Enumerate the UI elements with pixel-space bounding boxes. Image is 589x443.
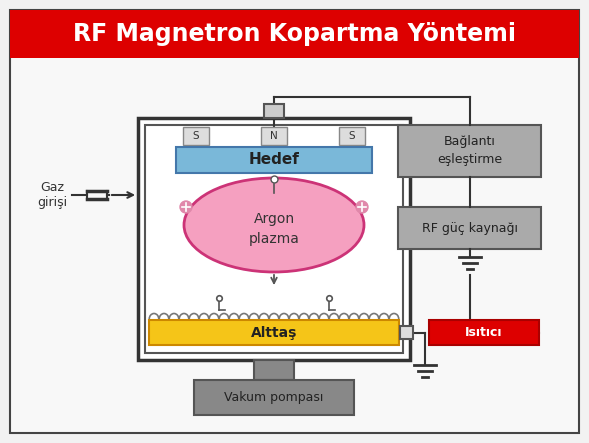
Bar: [194, 380, 354, 415]
Text: Hedef: Hedef: [249, 152, 299, 167]
Bar: [10, 10, 579, 58]
Ellipse shape: [184, 178, 364, 272]
Bar: [254, 360, 294, 380]
Bar: [149, 320, 399, 345]
Text: RF Magnetron Kopartma Yöntemi: RF Magnetron Kopartma Yöntemi: [73, 22, 516, 46]
Circle shape: [356, 201, 368, 213]
Bar: [183, 127, 209, 145]
Text: N: N: [270, 131, 278, 141]
Bar: [429, 320, 539, 345]
Bar: [176, 147, 372, 173]
Text: Argon
plazma: Argon plazma: [249, 212, 299, 246]
Bar: [145, 125, 403, 353]
Text: Bağlantı
eşleştirme: Bağlantı eşleştirme: [437, 136, 502, 167]
Bar: [398, 125, 541, 177]
Bar: [264, 104, 284, 118]
Bar: [138, 118, 410, 360]
Bar: [398, 207, 541, 249]
Text: Vakum pompası: Vakum pompası: [224, 391, 324, 404]
Text: Isıtıcı: Isıtıcı: [465, 326, 503, 339]
Text: S: S: [349, 131, 355, 141]
Text: RF güç kaynağı: RF güç kaynağı: [422, 222, 518, 234]
Bar: [339, 127, 365, 145]
Text: Alttaş: Alttaş: [251, 326, 297, 339]
Circle shape: [180, 201, 192, 213]
Text: Gaz
girişi: Gaz girişi: [37, 181, 67, 209]
Text: S: S: [193, 131, 199, 141]
Bar: [400, 326, 413, 339]
Bar: [261, 127, 287, 145]
